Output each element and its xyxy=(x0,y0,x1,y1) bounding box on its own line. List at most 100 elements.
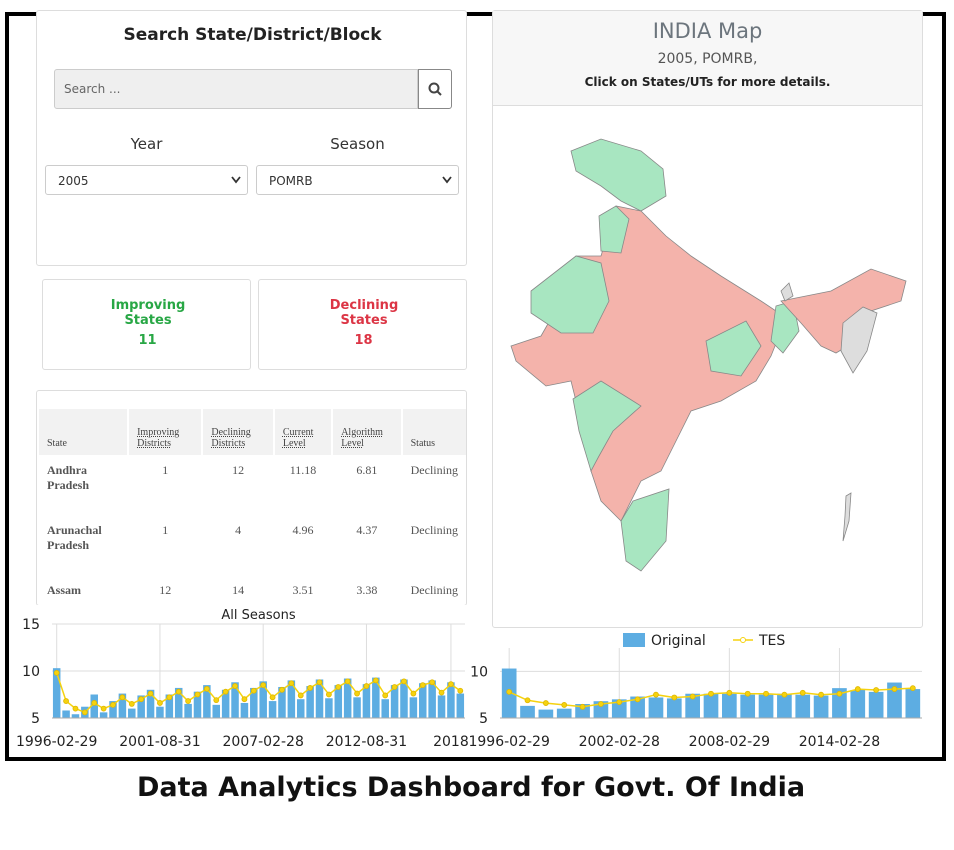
bar xyxy=(240,702,249,718)
state-region[interactable] xyxy=(780,282,794,302)
point xyxy=(598,701,604,707)
table-cell: Assam xyxy=(47,583,82,597)
point xyxy=(344,678,351,685)
improving-card[interactable]: Improving States 11 xyxy=(42,279,251,370)
point xyxy=(854,686,861,692)
bar xyxy=(118,693,127,718)
search-icon xyxy=(428,82,442,96)
map-header xyxy=(493,11,922,106)
bar xyxy=(287,680,296,718)
season-select[interactable]: POMRB xyxy=(256,165,459,195)
point xyxy=(354,690,360,697)
point xyxy=(91,700,98,706)
chart-bg xyxy=(9,605,468,757)
bar xyxy=(165,694,174,718)
bar xyxy=(221,689,230,718)
point xyxy=(232,683,238,689)
point xyxy=(744,690,751,697)
point xyxy=(81,709,88,716)
point xyxy=(185,698,192,704)
point xyxy=(194,691,201,698)
bar xyxy=(278,686,286,718)
x-tick-label: 1996-02-29 xyxy=(16,734,97,750)
bar xyxy=(419,683,427,718)
map-subtitle: 2005, POMRB, xyxy=(657,51,758,67)
bar xyxy=(128,708,136,718)
bar xyxy=(343,678,352,718)
state-region[interactable] xyxy=(598,205,630,254)
point xyxy=(873,687,880,693)
bar xyxy=(372,677,380,718)
bar xyxy=(362,684,371,718)
table-row[interactable]: Andhra Pradesh 1 12 11.18 6.81 Declining xyxy=(39,457,466,515)
bar xyxy=(184,703,192,718)
x-tick-label: 2001-08-31 xyxy=(119,734,200,750)
table-cell: 6.81 xyxy=(356,463,378,477)
point xyxy=(138,696,145,703)
point xyxy=(372,677,379,684)
y-tick-label: 5 xyxy=(31,711,40,727)
table-cell: 3.38 xyxy=(356,583,378,597)
bar xyxy=(174,687,183,718)
point xyxy=(506,688,513,695)
table-row[interactable]: Assam 12 14 3.51 3.38 Declining xyxy=(39,577,466,605)
state-region[interactable] xyxy=(570,138,667,212)
point xyxy=(401,678,407,685)
bar xyxy=(437,695,446,718)
bar xyxy=(428,680,436,718)
point xyxy=(157,700,163,706)
season-label: Season xyxy=(330,135,385,153)
header-row: State Improving Districts Declining Distri… xyxy=(39,409,466,455)
bar xyxy=(62,710,70,718)
point xyxy=(166,694,173,701)
bar xyxy=(520,705,535,718)
improving-label: Improving States xyxy=(110,298,186,328)
chart-bg xyxy=(486,628,942,757)
bar xyxy=(813,695,829,718)
declining-count: 18 xyxy=(354,333,373,348)
table-row[interactable]: Arunachal Pradesh 1 4 4.96 4.37 Declining xyxy=(39,517,466,575)
point xyxy=(175,688,182,695)
declining-card[interactable]: Declining States 18 xyxy=(258,279,467,370)
table-cell: 4.96 xyxy=(292,523,314,537)
point xyxy=(457,687,464,694)
point xyxy=(616,699,623,706)
map-hint: Click on States/UTs for more details. xyxy=(584,75,831,89)
bar xyxy=(685,693,700,718)
bar xyxy=(868,691,884,718)
year-value: 2005 xyxy=(58,174,89,188)
bar xyxy=(296,699,305,718)
point xyxy=(438,689,445,696)
search-button[interactable] xyxy=(418,69,452,109)
bar xyxy=(400,679,408,718)
point xyxy=(222,688,229,695)
point xyxy=(63,698,69,704)
state-region[interactable] xyxy=(530,255,610,334)
column-header: State xyxy=(39,409,128,455)
bar xyxy=(611,699,627,718)
point xyxy=(391,684,398,690)
chevron xyxy=(231,176,241,184)
search-input[interactable]: Search ... xyxy=(54,69,418,109)
point xyxy=(297,692,304,699)
state-region[interactable] xyxy=(705,320,762,377)
state-region[interactable] xyxy=(842,492,852,542)
column-header: Improving Districts xyxy=(129,409,202,455)
state-region[interactable] xyxy=(840,306,878,374)
table-cell: Declining xyxy=(410,583,458,597)
year-select[interactable]: 2005 xyxy=(45,165,248,195)
bar xyxy=(556,708,572,718)
state-region[interactable] xyxy=(572,380,642,473)
point xyxy=(410,690,417,697)
bar xyxy=(832,688,847,718)
state-region[interactable] xyxy=(620,488,670,572)
table-cell: Andhra Pradesh xyxy=(47,463,89,492)
point xyxy=(781,691,788,698)
point xyxy=(250,687,257,694)
bar xyxy=(109,701,117,718)
point xyxy=(909,685,916,692)
point xyxy=(671,694,678,701)
bar xyxy=(593,701,609,718)
table-cell: 4 xyxy=(235,523,242,537)
